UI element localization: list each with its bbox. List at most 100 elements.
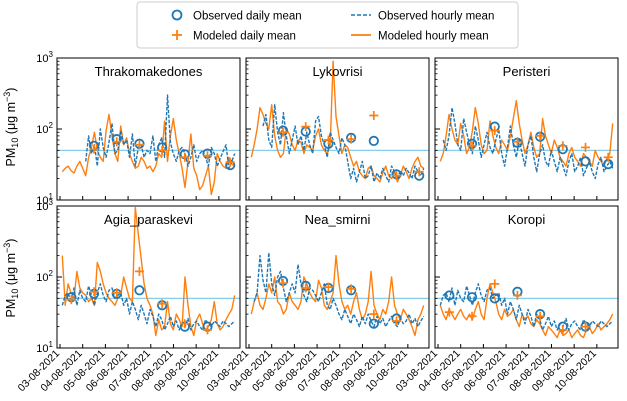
modeled-daily-marker bbox=[558, 325, 568, 335]
legend-marker-modeled-daily bbox=[172, 30, 182, 40]
y-tick-label: 102 bbox=[36, 121, 53, 136]
panel-agia-paraskevi: 10110210303-08-202104-08-202105-08-20210… bbox=[16, 198, 241, 394]
modeled-daily-marker bbox=[392, 316, 401, 326]
modeled-daily-marker bbox=[490, 126, 500, 136]
observed-daily-marker bbox=[444, 290, 455, 301]
y-axis-label-bottom: PM10 (μg m−3) bbox=[2, 239, 20, 318]
panel-peristeri: Peristeri bbox=[434, 57, 619, 201]
modeled-daily-marker bbox=[66, 295, 76, 305]
modeled-daily-marker bbox=[467, 311, 477, 321]
panel-title: Thrakomakedones bbox=[95, 64, 203, 79]
modeled-daily-marker bbox=[112, 137, 122, 147]
modeled-daily-marker bbox=[203, 151, 212, 161]
ylabel-unit: (μg m bbox=[4, 102, 18, 134]
modeled-daily-marker bbox=[278, 127, 288, 137]
modeled-daily-marker bbox=[301, 122, 311, 132]
modeled-daily-marker bbox=[369, 309, 379, 319]
legend: Observed daily mean Observed hourly mean… bbox=[136, 1, 519, 49]
ylabel-unit: (μg m bbox=[4, 253, 18, 285]
legend-label-observed-hourly: Observed hourly mean bbox=[378, 11, 494, 23]
ylabel-main: PM bbox=[4, 148, 18, 167]
modeled-daily-marker bbox=[301, 283, 311, 293]
modeled-daily-marker bbox=[134, 266, 144, 276]
modeled-daily-marker bbox=[512, 290, 522, 300]
panel-frame bbox=[245, 205, 430, 349]
modeled-hourly-line bbox=[439, 100, 614, 167]
panels: 101 102 103 Thrakomakedones Lykovrisi Periste… bbox=[16, 50, 619, 394]
modeled-daily-marker bbox=[323, 135, 333, 145]
ylabel-close: ) bbox=[4, 88, 18, 92]
panel-plot-area bbox=[439, 279, 614, 339]
y-tick-label: 103 bbox=[36, 50, 53, 65]
modeled-daily-marker bbox=[89, 144, 99, 154]
panel-lykovrisi: Lykovrisi bbox=[245, 57, 430, 201]
modeled-daily-marker bbox=[157, 299, 167, 309]
legend-frame bbox=[136, 1, 519, 49]
modeled-daily-marker bbox=[203, 325, 212, 335]
observed-hourly-line bbox=[61, 283, 236, 331]
ylabel-close: ) bbox=[4, 239, 18, 243]
modeled-daily-marker bbox=[134, 140, 144, 150]
observed-daily-marker bbox=[466, 292, 478, 303]
ylabel-sub: 10 bbox=[10, 138, 20, 148]
ylabel-exp: −3 bbox=[2, 243, 12, 253]
modeled-daily-marker bbox=[180, 152, 190, 162]
legend-marker-observed-daily bbox=[171, 9, 183, 21]
observed-daily-marker bbox=[368, 318, 379, 329]
ylabel-exp: −3 bbox=[2, 92, 12, 102]
modeled-daily-marker bbox=[112, 288, 122, 298]
panel-title: Agia_paraskevi bbox=[104, 212, 193, 227]
panel-title: Lykovrisi bbox=[312, 64, 362, 79]
modeled-daily-marker bbox=[278, 278, 288, 288]
legend-label-observed-daily: Observed daily mean bbox=[193, 11, 302, 23]
modeled-daily-marker bbox=[157, 145, 167, 155]
modeled-daily-marker bbox=[323, 282, 333, 292]
modeled-daily-marker bbox=[225, 157, 235, 167]
modeled-daily-marker bbox=[490, 279, 500, 289]
panel-frame bbox=[56, 57, 241, 201]
observed-hourly-line bbox=[253, 252, 425, 328]
modeled-hourly-line bbox=[61, 113, 236, 196]
modeled-daily-marker bbox=[346, 134, 356, 144]
modeled-daily-marker bbox=[180, 319, 190, 329]
modeled-daily-marker bbox=[581, 322, 590, 332]
modeled-daily-marker bbox=[392, 171, 401, 181]
panel-plot-area bbox=[439, 100, 614, 180]
panel-title: Koropi bbox=[508, 212, 546, 227]
modeled-daily-marker bbox=[467, 141, 477, 151]
modeled-daily-marker bbox=[603, 152, 613, 162]
observed-hourly-line bbox=[442, 106, 614, 180]
panel-plot-area bbox=[250, 252, 425, 337]
panel-plot-area bbox=[61, 94, 236, 196]
legend-label-modeled-daily: Modeled daily mean bbox=[193, 31, 296, 43]
observed-hourly-line bbox=[85, 94, 236, 169]
ylabel-main: PM bbox=[4, 299, 18, 318]
y-axis-label-top: PM10 (μg m−3) bbox=[2, 88, 20, 167]
y-tick-label: 101 bbox=[36, 192, 53, 207]
ylabel-sub: 10 bbox=[10, 289, 20, 299]
panel-title: Peristeri bbox=[503, 64, 551, 79]
panel-thrakomakedones: 101 102 103 Thrakomakedones bbox=[36, 50, 241, 207]
modeled-hourly-line bbox=[250, 254, 425, 337]
panel-plot-area bbox=[61, 206, 236, 337]
panel-nea-smirni: 03-08-202104-08-202105-08-202106-08-2021… bbox=[205, 205, 430, 394]
observed-daily-marker bbox=[489, 293, 500, 304]
modeled-daily-marker bbox=[89, 287, 99, 297]
observed-daily-marker bbox=[580, 156, 591, 167]
modeled-daily-marker bbox=[535, 131, 545, 141]
modeled-daily-marker bbox=[535, 311, 545, 321]
panel-koropi: 03-08-202104-08-202105-08-202106-08-2021… bbox=[394, 205, 619, 394]
modeled-daily-marker bbox=[558, 141, 568, 151]
observed-daily-marker bbox=[368, 135, 379, 146]
modeled-daily-marker bbox=[414, 167, 424, 177]
y-tick-label: 101 bbox=[36, 340, 53, 355]
panel-plot-area bbox=[250, 60, 425, 183]
modeled-daily-marker bbox=[512, 137, 522, 147]
modeled-daily-marker bbox=[581, 142, 590, 152]
observed-daily-marker bbox=[134, 285, 145, 296]
y-tick-label: 102 bbox=[36, 269, 53, 284]
panel-title: Nea_smirni bbox=[305, 212, 371, 227]
y-tick-label: 103 bbox=[36, 198, 53, 213]
modeled-hourly-line bbox=[250, 60, 425, 183]
